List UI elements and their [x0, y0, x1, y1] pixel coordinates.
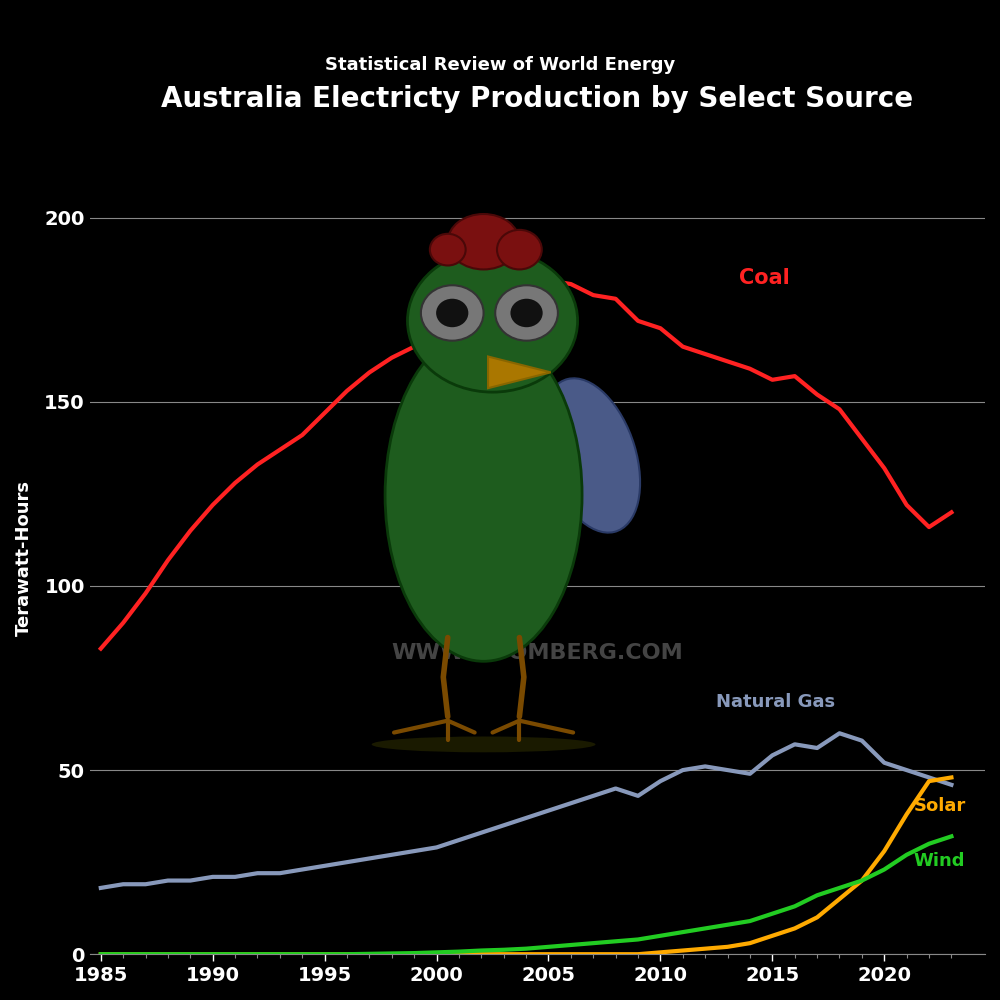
Ellipse shape	[497, 230, 542, 269]
Y-axis label: Terawatt-Hours: Terawatt-Hours	[15, 480, 33, 636]
Title: Australia Electricty Production by Select Source: Australia Electricty Production by Selec…	[161, 85, 913, 113]
Ellipse shape	[407, 250, 578, 392]
Ellipse shape	[385, 329, 582, 661]
Ellipse shape	[430, 234, 466, 265]
Text: Coal: Coal	[739, 268, 790, 288]
Ellipse shape	[448, 214, 519, 269]
Text: Statistical Review of World Energy: Statistical Review of World Energy	[325, 56, 675, 74]
Text: Natural Gas: Natural Gas	[716, 693, 836, 711]
Text: Wind: Wind	[913, 852, 965, 870]
Ellipse shape	[542, 378, 640, 533]
Circle shape	[421, 285, 484, 341]
Circle shape	[436, 299, 468, 327]
Circle shape	[510, 299, 543, 327]
Circle shape	[495, 285, 558, 341]
Text: WWW.DOOMBERG.COM: WWW.DOOMBERG.COM	[391, 643, 683, 663]
Ellipse shape	[372, 736, 595, 752]
Text: Solar: Solar	[913, 797, 966, 815]
PathPatch shape	[488, 357, 551, 388]
